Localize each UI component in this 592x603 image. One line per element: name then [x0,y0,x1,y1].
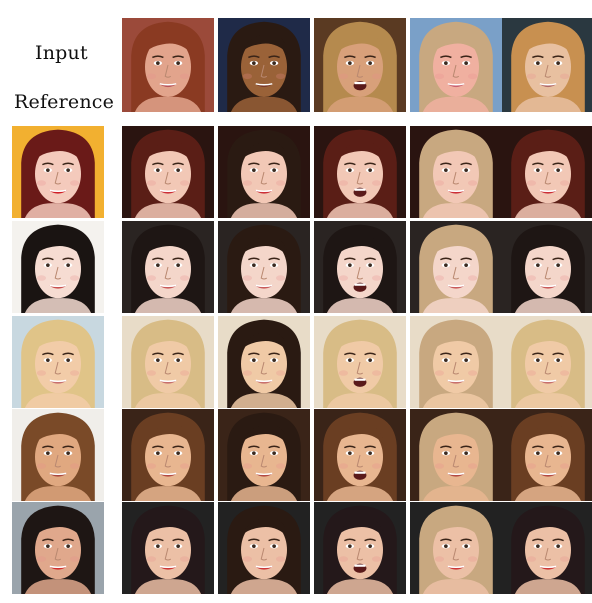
output-face-image [218,409,310,501]
output-face-image [410,502,502,594]
input-face-image [218,18,310,112]
output-face-image [218,221,310,313]
output-face-image [502,409,592,501]
reference-face-image [12,316,104,408]
output-face-image [314,316,406,408]
reference-face-image [12,221,104,313]
output-face-image [502,221,592,313]
output-face-image [410,316,502,408]
output-face-image [314,409,406,501]
output-face-image [314,126,406,218]
reference-face-image [12,502,104,594]
input-face-image [410,18,502,112]
output-face-image [218,316,310,408]
output-face-image [502,126,592,218]
output-face-image [314,502,406,594]
output-face-image [122,502,214,594]
output-face-image [218,502,310,594]
output-face-image [502,316,592,408]
reference-face-image [12,126,104,218]
input-face-image [502,18,592,112]
output-face-image [410,126,502,218]
output-face-image [410,409,502,501]
output-face-image [218,126,310,218]
output-face-image [410,221,502,313]
reference-face-image [12,409,104,501]
output-face-image [122,221,214,313]
input-face-image [122,18,214,112]
reference-column-label: Reference [14,91,115,113]
output-face-image [122,126,214,218]
output-face-image [502,502,592,594]
output-face-image [314,221,406,313]
output-face-image [122,316,214,408]
input-row-label: Input [35,42,88,64]
output-face-image [122,409,214,501]
input-face-image [314,18,406,112]
